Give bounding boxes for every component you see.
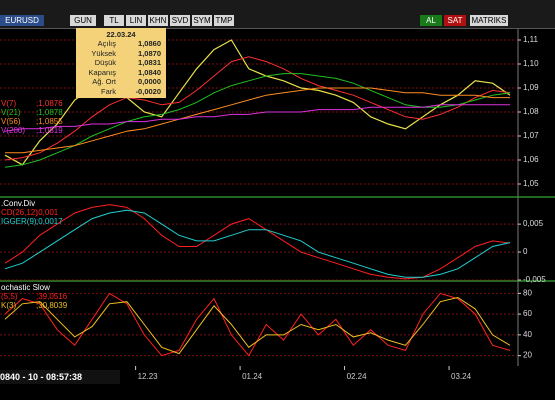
info-value: 1,0840 (138, 67, 161, 77)
info-row: Fark -0,0020 (76, 87, 166, 97)
info-value: -0,0020 (135, 86, 161, 96)
pane-title: ochastic Slow (1, 283, 50, 292)
y-tick-label: 1,09 (523, 83, 539, 92)
legend-value: ;1,0876 (36, 99, 63, 108)
series-line (4, 204, 511, 280)
status-bar: 0840 - 10 - 08:57:38 (0, 370, 120, 384)
legend-entry: IGGER(9) (1, 217, 37, 226)
x-tick-label: 01.24 (242, 372, 263, 381)
info-row: Yüksek 1,0870 (76, 49, 166, 59)
pane-title: .Conv.Div (1, 199, 35, 208)
toolbar-button[interactable]: LIN (126, 15, 146, 26)
y-tick-label: 60 (523, 309, 532, 318)
info-value: 1,0860 (138, 39, 161, 48)
y-tick-label: 40 (523, 330, 532, 339)
info-row: Kapanış 1,0840 (76, 68, 166, 78)
x-tick-label: 03.24 (451, 372, 472, 381)
series-line (4, 292, 511, 357)
legend-value: ;1,0819 (36, 126, 63, 135)
legend-value: ;1,0855 (36, 117, 63, 126)
info-value: 1,0870 (138, 48, 161, 58)
toolbar-button[interactable]: MATRIKS (470, 15, 508, 26)
info-row: Ağ. Ort 0,0000 (76, 77, 166, 87)
toolbar-button[interactable]: TMP (214, 15, 234, 26)
y-tick-label: 1,07 (523, 131, 539, 140)
y-tick-label: 80 (523, 288, 532, 297)
legend-value: ;39,0516 (36, 292, 68, 301)
y-tick-label: 1,11 (523, 35, 539, 44)
legend-entry: V(200) (1, 126, 25, 135)
info-label: Açılış (97, 39, 116, 48)
legend-value: ;1,0878 (36, 108, 63, 117)
legend-entry: V(56) (1, 117, 21, 126)
symbol[interactable]: EURUSD (0, 15, 44, 26)
info-label: Yüksek (91, 48, 116, 58)
info-value: 0,0000 (138, 77, 161, 86)
legend-entry: CD(26,12) (1, 208, 38, 217)
legend-entry: (5,5) (1, 292, 18, 301)
toolbar-button[interactable]: SYM (192, 15, 212, 26)
y-tick-label: 1,10 (523, 59, 539, 68)
legend-value: ;0,0017 (36, 217, 63, 226)
toolbar-button[interactable]: GUN (70, 15, 96, 26)
y-tick-label: 0,005 (523, 219, 544, 228)
series-line (5, 87, 510, 154)
info-date: 22.03.24 (106, 30, 136, 39)
info-label: Ağ. Ort (92, 77, 116, 86)
y-tick-label: 1,05 (523, 179, 539, 188)
toolbar-button[interactable]: TL (104, 15, 124, 26)
y-tick-label: 0 (523, 247, 528, 256)
x-tick-label: 12.23 (138, 372, 159, 381)
y-tick-label: 1,06 (523, 155, 539, 164)
series-line (4, 104, 510, 132)
y-tick-label: -0,005 (523, 275, 546, 284)
legend-value: ;0,001 (36, 208, 59, 217)
legend-entry: V(7) (1, 99, 16, 108)
y-tick-label: 1,08 (523, 107, 539, 116)
legend-value: ;30,8039 (36, 301, 68, 310)
toolbar: EURUSD GUN TL LIN KHN SVD SYM TMP AL SAT MATRIKS (0, 0, 555, 29)
info-value: 1,0831 (138, 58, 161, 67)
y-tick-label: 20 (523, 351, 532, 360)
series-line (4, 209, 511, 278)
info-label: Fark (101, 86, 116, 96)
info-label: Kapanış (88, 67, 116, 77)
info-row: Açılış 1,0860 (76, 39, 166, 49)
info-label: Düşük (94, 58, 116, 67)
toolbar-button[interactable]: AL (420, 15, 442, 26)
legend-entry: V(21) (1, 108, 21, 117)
series-line (4, 296, 511, 355)
legend-entry: K(3) (1, 301, 16, 310)
toolbar-button[interactable]: SVD (170, 15, 190, 26)
toolbar-button[interactable]: SAT (444, 15, 466, 26)
toolbar-button[interactable]: KHN (148, 15, 168, 26)
info-box: 22.03.24 Açılış 1,0860 Yüksek 1,0870 Düşük 1,… (76, 28, 166, 98)
x-tick-label: 02.24 (347, 372, 368, 381)
info-row: Düşük 1,0831 (76, 58, 166, 68)
series-line (4, 56, 511, 161)
